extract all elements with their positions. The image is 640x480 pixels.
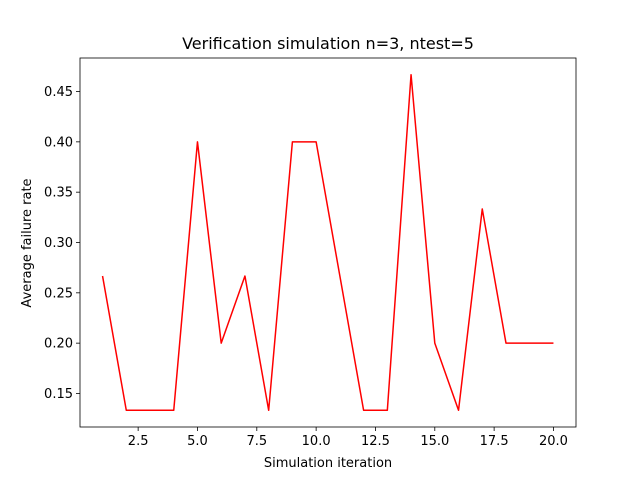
- y-tick-label: 0.30: [44, 236, 73, 251]
- y-axis: 0.15 0.20 0.25 0.30 0.35 0.40 0.45: [44, 85, 80, 402]
- x-tick-label: 12.5: [361, 434, 390, 449]
- x-tick-label: 17.5: [480, 434, 509, 449]
- chart-title: Verification simulation n=3, ntest=5: [182, 34, 474, 53]
- x-tick-label: 20.0: [539, 434, 568, 449]
- y-tick-label: 0.25: [44, 286, 73, 301]
- y-tick-label: 0.40: [44, 135, 73, 150]
- y-tick-label: 0.20: [44, 337, 73, 352]
- y-tick-label: 0.45: [44, 85, 73, 100]
- x-tick-label: 5.0: [187, 434, 208, 449]
- axes-frame: [79, 57, 577, 428]
- y-axis-label: Average failure rate: [20, 178, 35, 307]
- series-line: [101, 73, 554, 412]
- x-tick-label: 15.0: [420, 434, 449, 449]
- x-tick-label: 10.0: [302, 434, 331, 449]
- plot-area: [79, 57, 577, 428]
- x-axis: 2.5 5.0 7.5 10.0 12.5 15.0 17.5 20.0: [128, 427, 568, 449]
- x-tick-label: 2.5: [128, 434, 149, 449]
- x-tick-label: 7.5: [246, 434, 267, 449]
- y-tick-label: 0.35: [44, 186, 73, 201]
- y-tick-label: 0.15: [44, 387, 73, 402]
- x-axis-label: Simulation iteration: [264, 456, 392, 471]
